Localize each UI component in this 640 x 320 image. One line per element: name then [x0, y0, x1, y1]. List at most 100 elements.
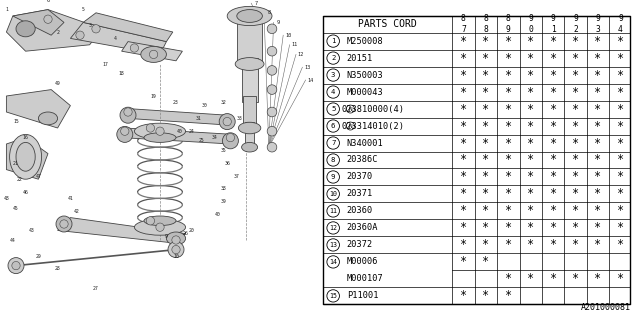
Text: *: *	[617, 102, 624, 116]
Text: *: *	[483, 171, 490, 183]
Text: 39: 39	[221, 199, 227, 204]
Circle shape	[327, 256, 339, 268]
Ellipse shape	[131, 44, 139, 52]
Text: 30: 30	[202, 103, 207, 108]
Circle shape	[327, 222, 339, 234]
Text: *: *	[595, 154, 602, 166]
Text: 33: 33	[237, 116, 243, 121]
Text: *: *	[460, 171, 467, 183]
Text: 8
7: 8 7	[461, 14, 466, 34]
Text: *: *	[572, 52, 579, 65]
Ellipse shape	[242, 142, 258, 152]
Polygon shape	[83, 13, 173, 42]
Text: 7: 7	[331, 140, 335, 146]
Text: *: *	[483, 35, 490, 48]
Ellipse shape	[76, 31, 84, 39]
Text: *: *	[460, 52, 467, 65]
Ellipse shape	[172, 236, 180, 244]
Text: *: *	[595, 102, 602, 116]
Text: 38: 38	[221, 186, 227, 191]
Text: *: *	[483, 120, 490, 132]
Text: 43: 43	[29, 228, 35, 233]
Text: 20372: 20372	[347, 240, 373, 249]
Ellipse shape	[268, 24, 277, 34]
Text: *: *	[617, 120, 624, 132]
Text: *: *	[527, 154, 534, 166]
Circle shape	[327, 154, 339, 166]
Ellipse shape	[16, 142, 35, 171]
Circle shape	[327, 188, 339, 200]
Text: *: *	[460, 188, 467, 200]
Text: 20386C: 20386C	[347, 156, 378, 164]
Text: 19: 19	[151, 93, 156, 99]
Text: *: *	[595, 272, 602, 285]
Text: P11001: P11001	[347, 292, 378, 300]
Text: *: *	[505, 272, 512, 285]
Polygon shape	[70, 22, 166, 54]
Text: 10: 10	[173, 253, 179, 259]
Text: *: *	[550, 154, 557, 166]
Text: *: *	[595, 85, 602, 99]
Text: 29: 29	[36, 253, 41, 259]
Text: 20151: 20151	[347, 53, 373, 63]
Circle shape	[327, 290, 339, 302]
Text: 24: 24	[189, 129, 195, 134]
Text: *: *	[460, 137, 467, 149]
Text: 2: 2	[56, 29, 59, 35]
Text: *: *	[595, 221, 602, 235]
Text: 8: 8	[331, 157, 335, 163]
Text: *: *	[460, 85, 467, 99]
Text: 37: 37	[234, 173, 239, 179]
Text: *: *	[460, 255, 467, 268]
Circle shape	[327, 137, 339, 149]
Text: *: *	[483, 238, 490, 252]
Text: *: *	[505, 137, 512, 149]
Polygon shape	[6, 138, 48, 179]
Text: 13: 13	[329, 242, 337, 248]
Text: 28: 28	[55, 266, 60, 271]
Ellipse shape	[223, 133, 239, 149]
Text: N: N	[349, 107, 352, 112]
Text: N340001: N340001	[347, 139, 383, 148]
Text: *: *	[572, 68, 579, 82]
Text: *: *	[505, 188, 512, 200]
Text: 27: 27	[93, 285, 99, 291]
Text: *: *	[617, 188, 624, 200]
Text: *: *	[527, 85, 534, 99]
Text: 023810000(4): 023810000(4)	[342, 105, 405, 114]
Text: *: *	[617, 154, 624, 166]
Text: 11: 11	[291, 42, 298, 47]
Ellipse shape	[268, 85, 277, 94]
Text: *: *	[505, 154, 512, 166]
Text: *: *	[617, 272, 624, 285]
Text: *: *	[550, 204, 557, 218]
Circle shape	[327, 86, 339, 98]
Text: 40: 40	[177, 129, 182, 134]
Text: *: *	[595, 188, 602, 200]
Text: *: *	[505, 68, 512, 82]
Text: *: *	[550, 68, 557, 82]
Ellipse shape	[56, 216, 72, 232]
Text: 48: 48	[4, 196, 9, 201]
Text: 31: 31	[196, 116, 201, 121]
Text: *: *	[460, 35, 467, 48]
Circle shape	[327, 69, 339, 81]
Ellipse shape	[227, 6, 272, 26]
Text: 6: 6	[331, 123, 335, 129]
Text: 47: 47	[36, 173, 41, 179]
Text: *: *	[505, 289, 512, 302]
Ellipse shape	[156, 127, 164, 135]
Text: *: *	[617, 35, 624, 48]
Text: 35: 35	[221, 148, 227, 153]
Ellipse shape	[12, 261, 20, 270]
Text: 7: 7	[255, 1, 257, 6]
Text: 32: 32	[221, 100, 227, 105]
Text: 8: 8	[268, 10, 270, 15]
Ellipse shape	[92, 25, 100, 33]
Text: 45: 45	[13, 205, 19, 211]
Bar	[242, 58, 258, 102]
Text: 49: 49	[55, 81, 60, 86]
Text: *: *	[505, 204, 512, 218]
Text: 22: 22	[17, 177, 22, 182]
Text: 20: 20	[189, 228, 195, 233]
